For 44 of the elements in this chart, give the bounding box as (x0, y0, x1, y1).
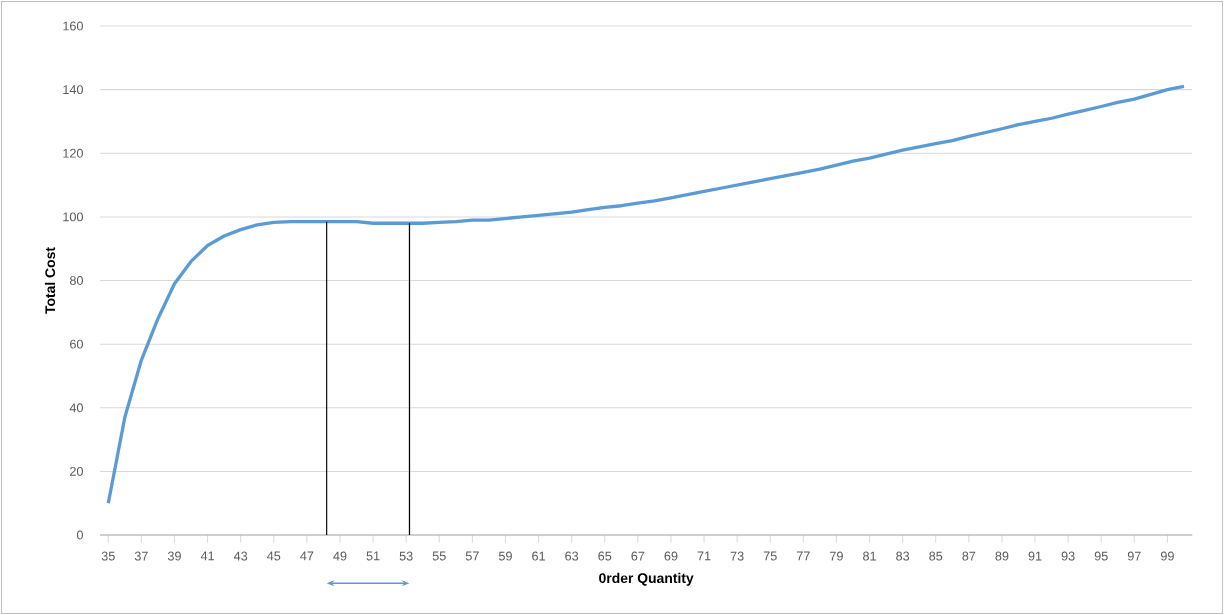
x-tick-label: 43 (233, 551, 248, 561)
x-tick-label: 59 (498, 551, 512, 561)
x-tick-label: 73 (730, 551, 744, 561)
y-axis-title: Total Cost (44, 247, 56, 314)
x-tick-label: 67 (631, 551, 645, 561)
y-tick-label: 0 (76, 530, 83, 540)
x-tick-label: 63 (565, 551, 579, 561)
y-tick-label: 40 (69, 403, 83, 413)
x-tick-label: 77 (796, 551, 810, 561)
x-tick-label: 47 (300, 551, 314, 561)
x-tick-label: 37 (134, 551, 148, 561)
x-tick-label: 65 (598, 551, 612, 561)
x-tick-label: 55 (432, 551, 446, 561)
x-tick-label: 79 (830, 551, 843, 561)
x-tick-label: 89 (995, 551, 1009, 561)
x-tick-label: 83 (896, 551, 910, 561)
x-tick-label: 69 (664, 551, 678, 561)
x-tick-label: 57 (465, 551, 479, 561)
x-tick-label: 45 (267, 551, 281, 561)
x-axis-title: 0rder Quantity (599, 572, 694, 586)
x-tick-label: 85 (929, 551, 943, 561)
y-tick-label: 20 (70, 466, 83, 476)
y-tick-label: 80 (69, 276, 83, 285)
y-tick-label: 60 (70, 339, 83, 349)
y-tick-label: 100 (63, 212, 83, 222)
y-tick-label: 160 (63, 21, 83, 31)
x-tick-label: 35 (101, 551, 115, 561)
x-tick-label: 87 (962, 551, 976, 561)
x-tick-label: 75 (763, 551, 777, 561)
x-tick-label: 95 (1094, 551, 1108, 561)
x-tick-label: 91 (1028, 551, 1042, 561)
x-tick-label: 39 (167, 551, 181, 561)
x-tick-label: 93 (1061, 551, 1075, 561)
x-tick-label: 71 (697, 551, 711, 561)
x-tick-label: 97 (1127, 551, 1141, 561)
x-tick-label: 99 (1160, 551, 1174, 561)
y-tick-label: 120 (63, 148, 83, 158)
y-tick-label: 140 (63, 85, 83, 95)
x-tick-label: 53 (399, 551, 413, 561)
x-tick-label: 41 (200, 551, 215, 561)
x-tick-label: 51 (366, 551, 380, 561)
x-tick-label: 49 (333, 551, 347, 561)
x-tick-label: 61 (532, 551, 545, 561)
x-tick-label: 81 (863, 551, 876, 561)
